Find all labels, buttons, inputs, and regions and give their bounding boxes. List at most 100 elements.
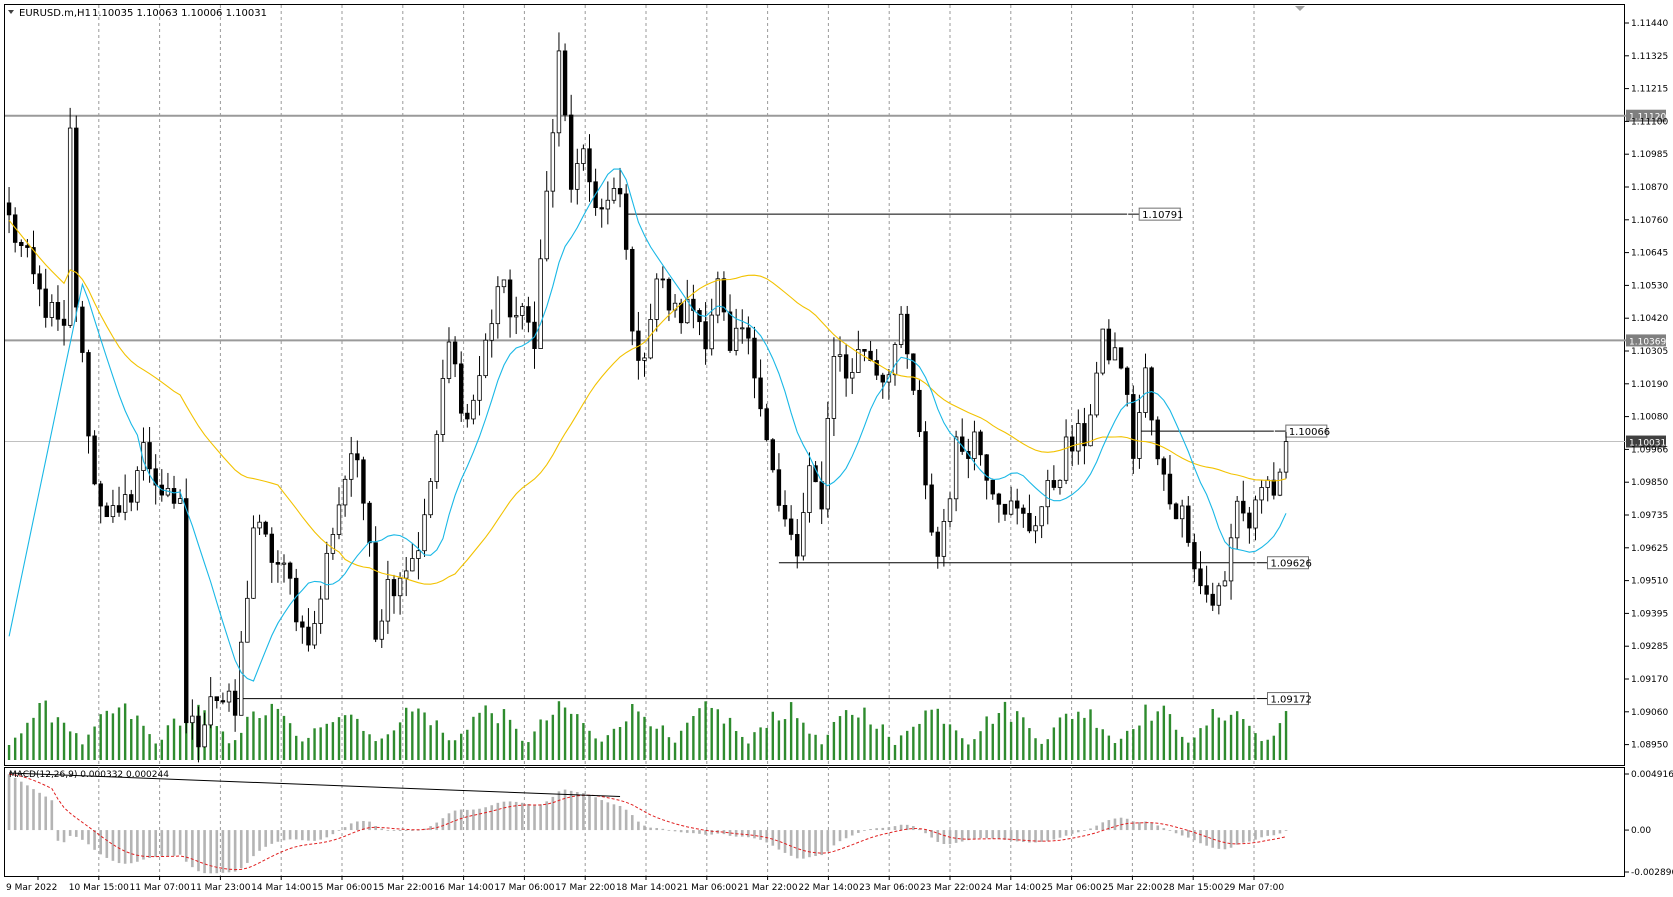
candle-body	[1015, 500, 1020, 509]
volume-bar	[582, 723, 585, 760]
macd-histogram-bar	[630, 815, 634, 831]
scroll-marker-icon[interactable]	[1295, 6, 1305, 11]
macd-histogram-bar	[844, 830, 848, 839]
level-label: 1.10066	[1289, 427, 1330, 438]
macd-histogram-bar	[624, 809, 628, 831]
macd-histogram-bar	[1150, 822, 1153, 831]
macd-histogram-bar	[68, 830, 72, 836]
candle-body	[837, 354, 843, 357]
candle-body	[80, 306, 85, 353]
candle-body	[281, 562, 287, 565]
candle-body	[648, 319, 653, 359]
volume-bar	[1138, 725, 1141, 760]
main-panel-frame	[4, 4, 1625, 766]
volume-bar	[502, 709, 506, 760]
volume-bar	[1003, 701, 1007, 760]
macd-histogram-bar	[698, 830, 701, 834]
macd-histogram-bar	[643, 825, 646, 831]
volume-bar	[26, 722, 29, 760]
candle-body	[825, 418, 830, 510]
macd-histogram-bar	[685, 830, 689, 833]
volume-bar	[832, 721, 836, 760]
volume-bar	[692, 716, 695, 760]
macd-histogram-bar	[490, 805, 494, 831]
volume-bar	[631, 704, 634, 760]
symbol-dropdown-icon[interactable]	[8, 10, 14, 14]
candle-body	[422, 514, 427, 552]
volume-bar	[1150, 720, 1153, 760]
candle-body	[1051, 480, 1057, 488]
candle-body	[141, 442, 146, 471]
volume-bar	[1070, 718, 1074, 760]
candle-body	[660, 278, 666, 281]
candle-body	[446, 341, 452, 379]
candle-body	[666, 278, 672, 311]
candlestick-series	[6, 32, 1289, 763]
volume-bar	[368, 734, 371, 760]
price-label: 1.09395	[1631, 609, 1668, 619]
candle-body	[856, 349, 861, 373]
candle-body	[67, 127, 73, 326]
volume-bar	[1125, 730, 1129, 760]
macd-histogram-bar	[918, 828, 921, 831]
time-label: 24 Mar 14:00	[981, 883, 1041, 893]
level-label-box	[1266, 692, 1309, 706]
volume-bar	[87, 734, 90, 760]
macd-histogram-bar	[459, 809, 463, 831]
macd-histogram-bar	[7, 774, 11, 831]
candle-body	[678, 302, 684, 324]
candle-body	[275, 562, 281, 565]
candle-body	[623, 193, 629, 250]
volume-bar	[814, 734, 817, 760]
price-label: 1.09285	[1631, 642, 1668, 652]
volume-bar	[899, 735, 903, 760]
volume-bar	[1266, 739, 1269, 760]
macd-histogram-bar	[337, 830, 341, 831]
macd-histogram-bar	[227, 830, 231, 873]
candle-body	[300, 621, 305, 628]
macd-histogram-bar	[1058, 830, 1062, 838]
moving-averages	[8, 168, 1287, 682]
candle-body	[1265, 479, 1270, 488]
volume-bar	[667, 737, 671, 760]
volume-bar	[185, 709, 188, 760]
candle-body	[562, 50, 568, 116]
candle-body	[752, 337, 757, 379]
volume-bar	[1132, 729, 1135, 760]
volume-bar	[777, 720, 781, 760]
volume-bar	[600, 741, 603, 760]
candle-body	[1186, 505, 1191, 543]
candle-body	[1008, 500, 1014, 515]
volume-bar	[961, 738, 964, 760]
macd-histogram-bar	[343, 827, 347, 831]
macd-histogram-bar	[1119, 817, 1123, 831]
level-label: 1.10791	[1142, 210, 1183, 221]
candle-body	[513, 315, 519, 318]
macd-histogram-bar	[606, 802, 610, 831]
candle-body	[1124, 367, 1130, 395]
candle-body	[1045, 480, 1050, 508]
price-label: 1.10305	[1631, 347, 1668, 357]
price-label: 1.10760	[1631, 216, 1668, 226]
candle-body	[202, 724, 207, 748]
volume-bar	[117, 707, 121, 760]
time-label: 23 Mar 06:00	[859, 883, 919, 893]
macd-histogram-bar	[789, 830, 793, 856]
candle-body	[813, 465, 818, 483]
macd-histogram-bar	[13, 777, 17, 831]
macd-histogram-bar	[527, 804, 530, 831]
volume-bar	[954, 730, 958, 760]
macd-histogram-bar	[1064, 830, 1068, 836]
volume-bar	[1162, 705, 1166, 760]
macd-histogram-bar	[294, 830, 298, 840]
macd-histogram-bar	[246, 830, 249, 863]
macd-signal-line	[9, 773, 1287, 871]
candle-body	[342, 478, 348, 506]
horizontal-levels[interactable]: 1.11120 1.10369 1.10031 1.10791 1.10066 1.096…	[5, 109, 1666, 706]
volume-bar	[1211, 708, 1214, 760]
price-label: 1.09850	[1631, 478, 1668, 488]
macd-histogram-bar	[814, 830, 817, 857]
time-label: 29 Mar 07:00	[1224, 883, 1284, 893]
candle-body	[788, 518, 794, 535]
